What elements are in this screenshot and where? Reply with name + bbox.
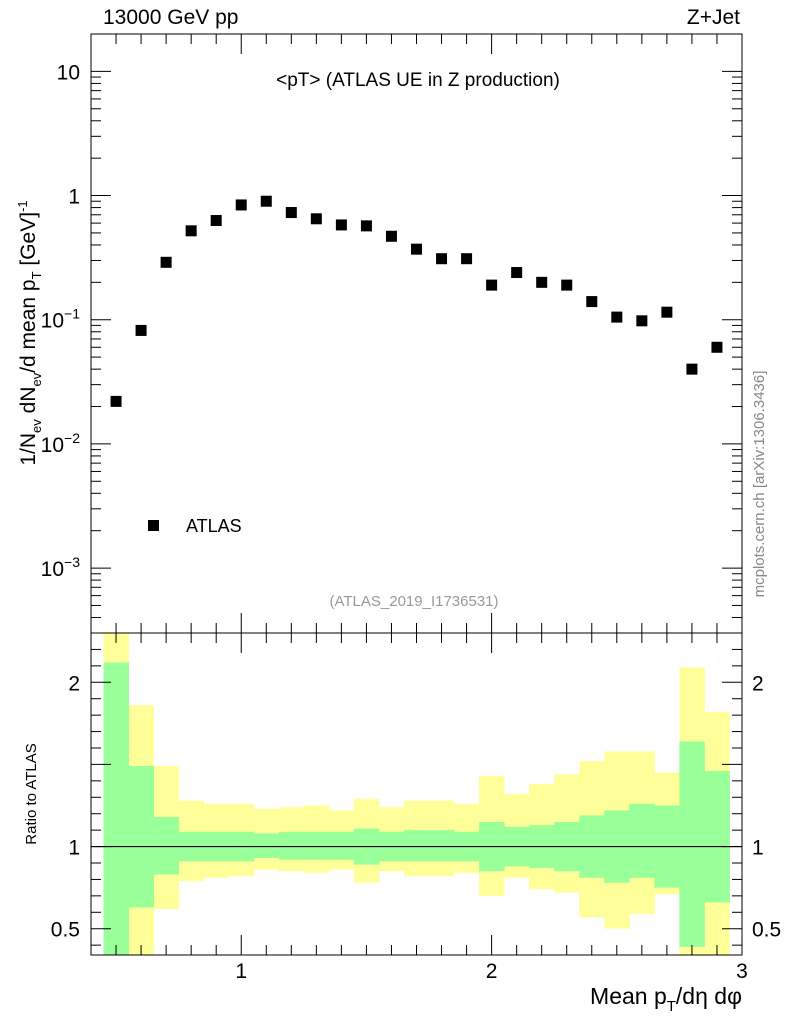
stat-uncertainty-bin xyxy=(704,771,730,903)
x-tick-label: 3 xyxy=(736,960,748,983)
data-point xyxy=(210,214,222,226)
plot-frames xyxy=(90,33,743,956)
data-point xyxy=(686,363,698,375)
data-point xyxy=(135,324,147,336)
data-point xyxy=(160,256,172,268)
stat-uncertainty-bin xyxy=(153,817,180,875)
axis-labels: 10 1 10−1 10−2 10−3 1 2 3 2 2 1 1 0.5 0.5 <pT> (ATLAS … xyxy=(15,61,781,1015)
x-axis-label: Mean pT/dη dφ xyxy=(590,983,742,1015)
y-tick-label: 1 xyxy=(68,186,80,209)
ratio-y-tick-label-left: 1 xyxy=(68,837,80,860)
data-point xyxy=(310,213,322,225)
collision-energy-label: 13000 GeV pp xyxy=(103,6,239,29)
chart-title: <pT> (ATLAS UE in Z production) xyxy=(276,70,560,91)
stat-uncertainty-bin xyxy=(253,833,280,859)
x-tick-label: 1 xyxy=(235,960,247,983)
data-point xyxy=(411,243,422,255)
data-point xyxy=(110,395,122,407)
stat-uncertainty-bin xyxy=(278,831,305,860)
data-point xyxy=(536,276,548,288)
ratio-bands xyxy=(103,633,730,955)
stat-uncertainty-bin xyxy=(128,766,154,908)
ratio-y-tick-label-right: 1 xyxy=(752,837,764,860)
data-point xyxy=(611,311,623,323)
data-point xyxy=(561,279,573,291)
analysis-id-label: (ATLAS_2019_I1736531) xyxy=(329,593,498,610)
stat-uncertainty-bin xyxy=(679,741,705,947)
data-point xyxy=(235,199,247,211)
data-point xyxy=(385,230,397,242)
x-tick-label: 2 xyxy=(486,960,498,983)
data-point xyxy=(461,253,473,265)
data-point xyxy=(185,225,197,237)
process-label: Z+Jet xyxy=(686,6,740,29)
main-frame xyxy=(90,33,743,634)
y-tick-label: 10−2 xyxy=(41,430,81,457)
ratio-y-tick-label-right: 0.5 xyxy=(752,919,781,942)
data-point xyxy=(661,306,673,318)
data-point xyxy=(636,315,648,327)
stat-uncertainty-bin xyxy=(103,662,129,955)
data-point xyxy=(360,220,372,232)
data-point xyxy=(586,296,598,308)
watermark: mcplots.cern.ch [arXiv:1306.3436] xyxy=(751,371,768,598)
y-tick-label: 10−3 xyxy=(41,554,81,581)
ratio-y-tick-label-left: 2 xyxy=(68,672,80,695)
stat-uncertainty-bin xyxy=(429,830,455,862)
y-tick-label: 10−1 xyxy=(41,306,81,333)
stat-uncertainty-bin xyxy=(629,803,655,878)
stat-uncertainty-bin xyxy=(403,830,430,862)
data-point xyxy=(260,195,272,207)
stat-uncertainty-bin xyxy=(328,831,355,860)
data-point xyxy=(486,279,498,291)
stat-uncertainty-bin xyxy=(303,831,330,860)
ratio-y-tick-label-left: 0.5 xyxy=(51,919,80,942)
ratio-frame xyxy=(90,632,743,956)
data-point xyxy=(711,341,723,353)
ratio-y-axis-label: Ratio to ATLAS xyxy=(23,743,40,844)
y-tick-label: 10 xyxy=(57,61,80,84)
data-points xyxy=(110,195,723,407)
legend-label: ATLAS xyxy=(186,516,242,536)
y-axis-label: 1/Nev dNev/d mean pT [GeV]-1 xyxy=(15,200,44,465)
data-point xyxy=(285,207,297,219)
data-point xyxy=(335,219,347,231)
legend-marker xyxy=(148,520,159,531)
ratio-y-tick-label-right: 2 xyxy=(752,672,764,695)
data-point xyxy=(436,253,448,265)
data-point xyxy=(511,267,523,279)
